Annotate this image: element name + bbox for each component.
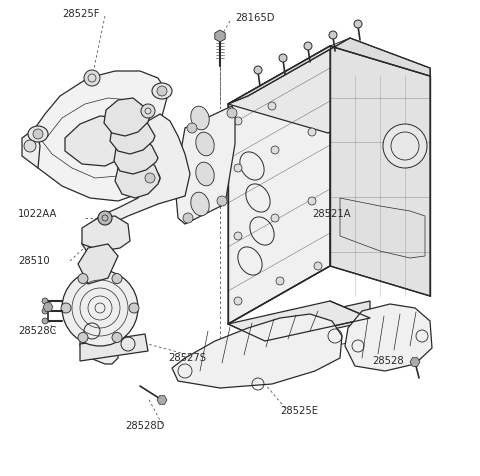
Polygon shape <box>115 156 160 198</box>
Circle shape <box>217 196 227 206</box>
Circle shape <box>227 108 237 118</box>
Circle shape <box>254 66 262 74</box>
Polygon shape <box>78 244 118 284</box>
Polygon shape <box>410 357 420 367</box>
Polygon shape <box>330 46 430 296</box>
Circle shape <box>42 318 48 324</box>
Circle shape <box>183 213 193 223</box>
Circle shape <box>62 270 138 346</box>
Circle shape <box>145 173 155 183</box>
Circle shape <box>42 298 48 304</box>
Polygon shape <box>228 46 330 324</box>
Text: 28528: 28528 <box>372 356 404 366</box>
Polygon shape <box>65 116 135 166</box>
Circle shape <box>78 332 88 342</box>
Ellipse shape <box>28 126 48 142</box>
Ellipse shape <box>196 132 214 156</box>
Circle shape <box>78 274 88 284</box>
Ellipse shape <box>196 162 214 186</box>
Circle shape <box>314 262 322 270</box>
Ellipse shape <box>191 192 209 216</box>
Polygon shape <box>172 314 342 388</box>
Circle shape <box>304 42 312 50</box>
Circle shape <box>234 117 242 125</box>
Text: 28525E: 28525E <box>280 406 318 416</box>
Circle shape <box>276 277 284 285</box>
Ellipse shape <box>191 106 209 130</box>
Circle shape <box>84 70 100 86</box>
Circle shape <box>112 274 122 284</box>
Polygon shape <box>345 304 432 371</box>
Polygon shape <box>80 334 148 361</box>
Polygon shape <box>340 198 425 258</box>
Polygon shape <box>228 46 430 133</box>
Circle shape <box>329 31 337 39</box>
Polygon shape <box>265 301 370 344</box>
Polygon shape <box>22 128 40 168</box>
Polygon shape <box>104 98 150 136</box>
Circle shape <box>234 297 242 305</box>
Polygon shape <box>43 303 53 311</box>
Circle shape <box>33 129 43 139</box>
Polygon shape <box>110 116 155 154</box>
Text: 28165D: 28165D <box>235 13 275 23</box>
Circle shape <box>234 232 242 240</box>
Ellipse shape <box>140 170 160 186</box>
Ellipse shape <box>152 83 172 99</box>
Circle shape <box>129 303 139 313</box>
Polygon shape <box>25 71 168 201</box>
Circle shape <box>157 86 167 96</box>
Circle shape <box>24 140 36 152</box>
Circle shape <box>61 303 71 313</box>
Circle shape <box>271 214 279 222</box>
Polygon shape <box>114 136 158 174</box>
Circle shape <box>98 211 112 225</box>
Text: 28521A: 28521A <box>312 209 350 219</box>
Circle shape <box>187 123 197 133</box>
Polygon shape <box>82 114 190 256</box>
Text: 28527S: 28527S <box>168 353 206 363</box>
Circle shape <box>234 164 242 172</box>
Circle shape <box>383 124 427 168</box>
Circle shape <box>279 54 287 62</box>
Text: 28525F: 28525F <box>62 9 99 19</box>
Circle shape <box>271 146 279 154</box>
Text: 28510: 28510 <box>18 256 49 266</box>
Circle shape <box>141 104 155 118</box>
Polygon shape <box>157 396 167 404</box>
Polygon shape <box>175 106 235 224</box>
Circle shape <box>354 20 362 28</box>
Circle shape <box>268 102 276 110</box>
Circle shape <box>112 332 122 342</box>
Text: 28528C: 28528C <box>18 326 57 336</box>
Circle shape <box>42 308 48 314</box>
Polygon shape <box>228 38 430 104</box>
Polygon shape <box>80 304 118 364</box>
Polygon shape <box>215 30 225 42</box>
Polygon shape <box>82 216 130 251</box>
Circle shape <box>308 197 316 205</box>
Text: 1022AA: 1022AA <box>18 209 58 219</box>
Text: 28528D: 28528D <box>125 421 164 431</box>
Polygon shape <box>228 301 370 341</box>
Circle shape <box>308 128 316 136</box>
